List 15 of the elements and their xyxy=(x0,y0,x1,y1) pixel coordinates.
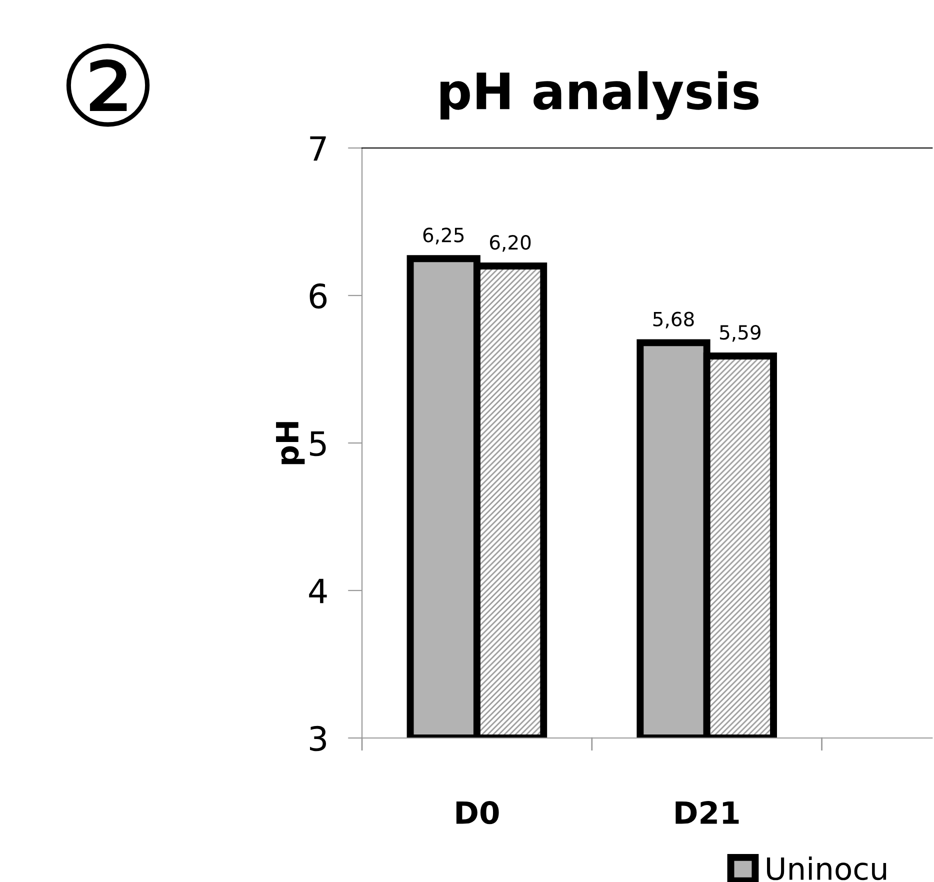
legend-label: Uninocu xyxy=(767,856,886,880)
data-label: 5,68 xyxy=(653,312,694,328)
y-axis-title: pH xyxy=(276,422,305,464)
y-tick-label: 7 xyxy=(310,136,326,161)
y-tick-label: 6 xyxy=(310,283,327,309)
x-tick-label: D0 xyxy=(456,801,499,824)
y-tick-label: 3 xyxy=(310,726,326,752)
data-label: 6,20 xyxy=(490,235,531,252)
data-label: 5,59 xyxy=(720,325,760,342)
text: ② xyxy=(66,44,150,127)
chart-title: pH analysis xyxy=(440,71,758,120)
y-tick-label: 5 xyxy=(310,431,326,456)
y-tick-label: 4 xyxy=(309,578,327,604)
x-tick-label: D21 xyxy=(676,801,739,824)
data-label: 6,25 xyxy=(423,228,464,244)
